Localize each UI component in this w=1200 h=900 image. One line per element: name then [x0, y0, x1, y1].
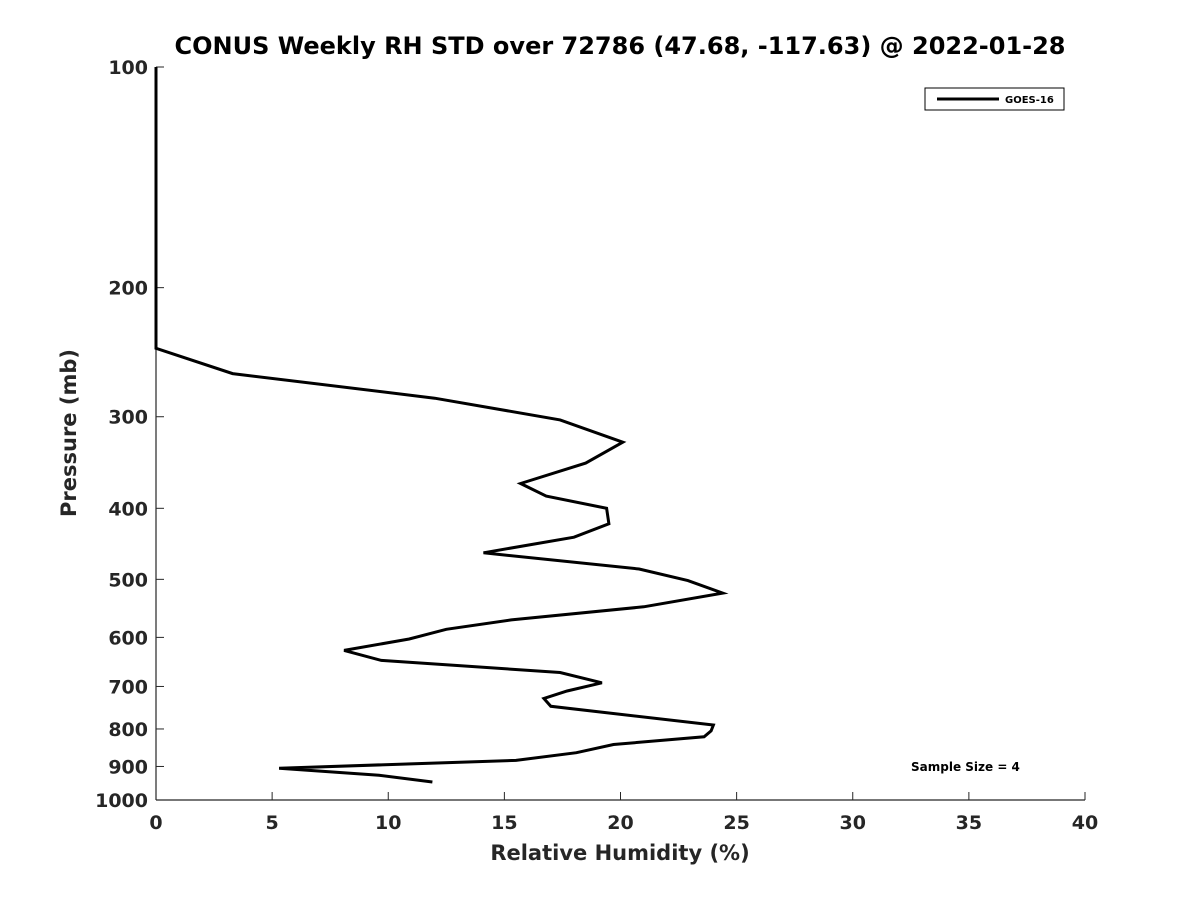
y-axis-label: Pressure (mb) [57, 349, 81, 517]
x-tick-label: 20 [607, 812, 633, 834]
x-tick-label: 30 [840, 812, 866, 834]
x-axis-label: Relative Humidity (%) [490, 841, 749, 865]
y-tick-label: 800 [108, 719, 148, 741]
x-axis-ticks: 0 5 10 15 20 25 30 35 40 [149, 792, 1098, 834]
x-tick-label: 15 [491, 812, 517, 834]
x-tick-label: 0 [149, 812, 162, 834]
x-tick-label: 5 [266, 812, 279, 834]
y-tick-label: 100 [108, 57, 148, 79]
plot-area [156, 67, 1085, 800]
sample-size-annotation: Sample Size = 4 [911, 760, 1020, 774]
legend-label-goes-16: GOES-16 [1005, 95, 1054, 106]
y-tick-label: 900 [108, 756, 148, 778]
x-tick-label: 35 [956, 812, 982, 834]
chart-title: CONUS Weekly RH STD over 72786 (47.68, -… [174, 32, 1065, 60]
y-tick-label: 1000 [95, 790, 148, 812]
x-tick-label: 25 [723, 812, 749, 834]
series-line-goes-16 [154, 67, 729, 784]
y-axis-ticks: 100 200 300 400 500 600 700 800 900 1000 [95, 57, 164, 812]
y-tick-label: 500 [108, 569, 148, 591]
y-tick-label: 600 [108, 627, 148, 649]
y-tick-label: 200 [108, 278, 148, 300]
legend: GOES-16 [924, 87, 1065, 111]
y-tick-label: 700 [108, 676, 148, 698]
y-tick-label: 300 [108, 407, 148, 429]
x-tick-label: 40 [1072, 812, 1098, 834]
x-tick-label: 10 [375, 812, 401, 834]
y-tick-label: 400 [108, 498, 148, 520]
